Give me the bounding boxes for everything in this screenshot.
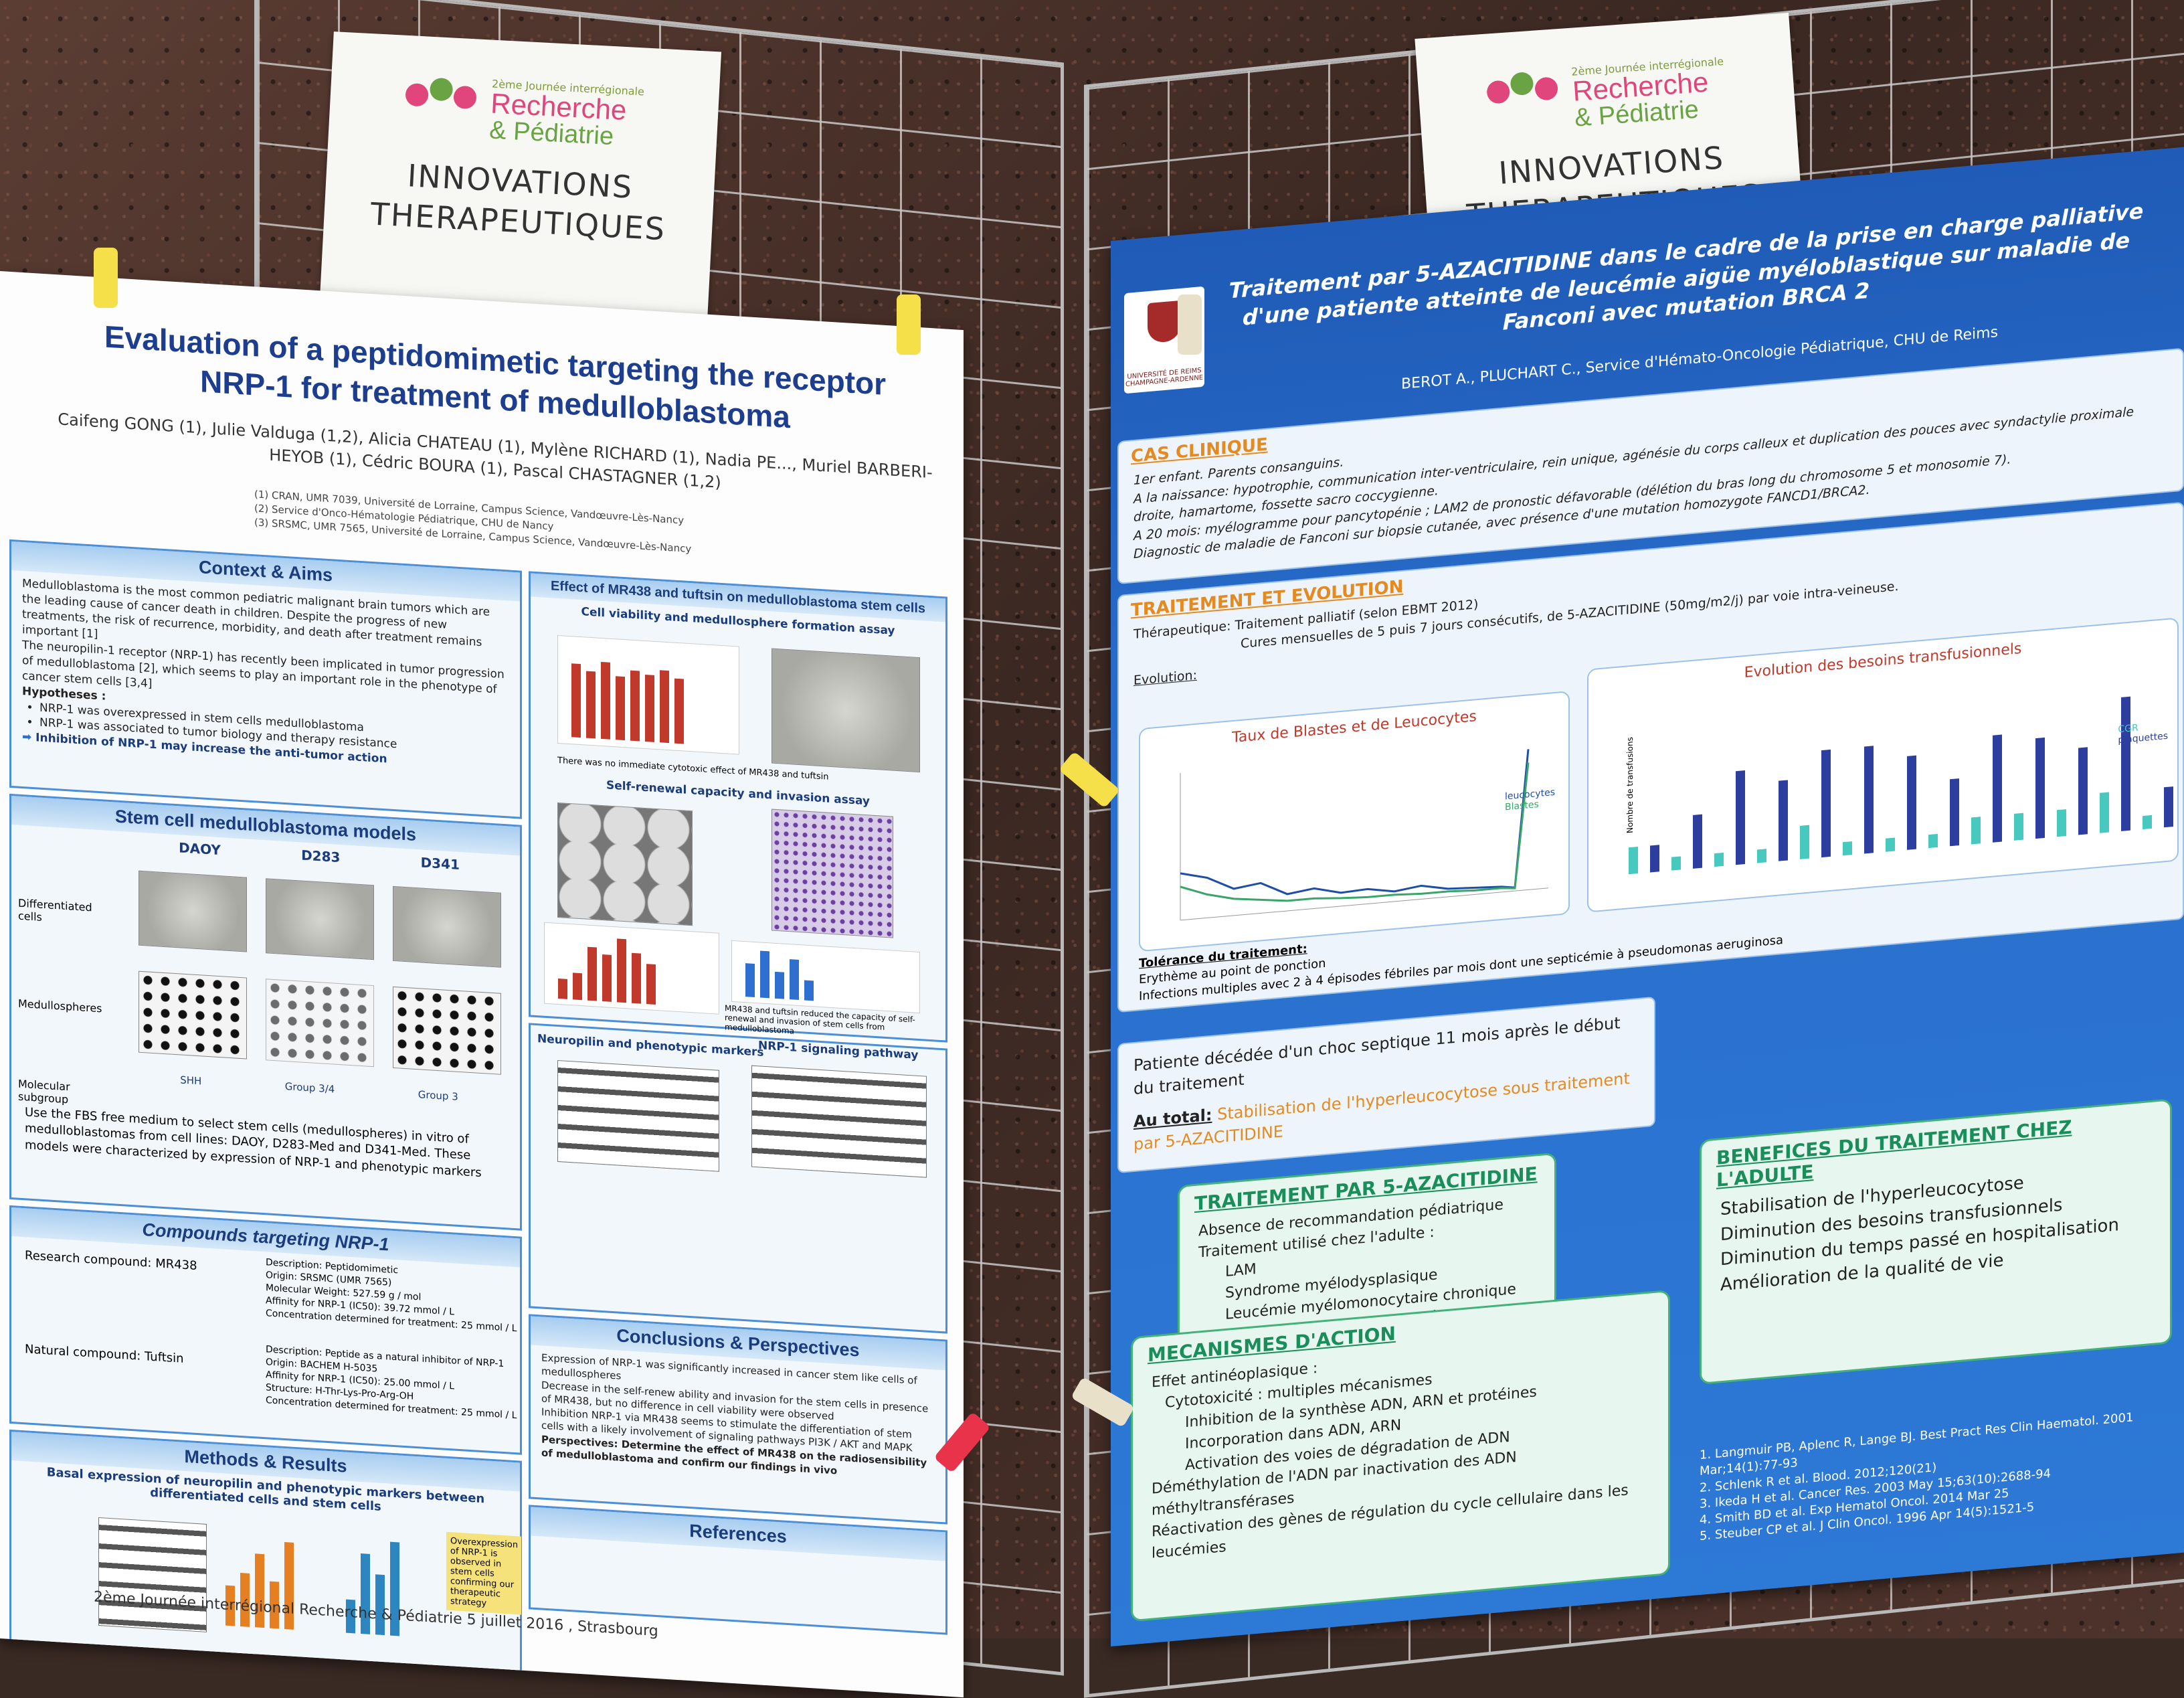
microscopy-image bbox=[139, 870, 247, 952]
viability-chart bbox=[557, 634, 739, 755]
event-logo: 2ème Journée interrégionale Recherche & … bbox=[1417, 52, 1795, 142]
medullosphere-image bbox=[139, 970, 247, 1059]
benefices-box: BENEFICES DU TRAITEMENT CHEZ L'ADULTE St… bbox=[1700, 1098, 2172, 1385]
traitement-evolution-box: TRAITEMENT ET EVOLUTION Thérapeutique: T… bbox=[1117, 501, 2184, 1013]
markers-sub1: Neuropilin and phenotypic markers bbox=[537, 1032, 764, 1059]
clothespin-icon bbox=[1178, 294, 1202, 355]
references-box: References bbox=[529, 1505, 947, 1635]
row-medullospheres: Medullospheres bbox=[18, 997, 102, 1015]
sphere-microscopy-image bbox=[771, 648, 920, 773]
deces-box: Patiente décédée d'un choc septique 11 m… bbox=[1117, 996, 1655, 1174]
group-3: Group 3 bbox=[418, 1088, 458, 1103]
cell-line-d341: D341 bbox=[420, 854, 460, 873]
poster-azacitidine: UNIVERSITÉ DE REIMS CHAMPAGNE-ARDENNE Tr… bbox=[1111, 147, 2184, 1646]
university-name: UNIVERSITÉ DE REIMS CHAMPAGNE-ARDENNE bbox=[1125, 367, 1204, 389]
compounds-box: Compounds targeting NRP-1 Research compo… bbox=[9, 1205, 522, 1455]
western-blot-image bbox=[751, 1065, 927, 1178]
references-list: 1. Langmuir PB, Aplenc R, Lange BJ. Best… bbox=[1700, 1406, 2181, 1545]
invasion-assay-image bbox=[771, 809, 893, 938]
models-text: Use the FBS free medium to select stem c… bbox=[25, 1105, 482, 1180]
conclusions-box: Conclusions & Perspectives Expression of… bbox=[529, 1314, 947, 1525]
event-sign-left: 2ème Journée interrégionale Recherche & … bbox=[319, 31, 722, 319]
clothespin-icon bbox=[94, 248, 118, 308]
models-box: Stem cell medulloblastoma models DAOY D2… bbox=[9, 793, 522, 1231]
western-blot-image bbox=[557, 1059, 719, 1172]
microscopy-image bbox=[266, 878, 374, 960]
cell-line-daoy: DAOY bbox=[179, 839, 221, 859]
cell-line-d283: D283 bbox=[301, 847, 341, 866]
mecanismes-box: MECANISMES D'ACTION Effet antinéoplasiqu… bbox=[1131, 1289, 1670, 1622]
invasion-chart bbox=[731, 940, 920, 1014]
effect-box: Effect of MR438 and tuftsin on medullobl… bbox=[529, 571, 947, 1043]
crest-icon bbox=[1148, 300, 1181, 344]
poster-medulloblastoma: Evaluation of a peptidomimetic targeting… bbox=[0, 271, 964, 1698]
line-chart bbox=[1180, 749, 1548, 921]
context-aims-box: Context & Aims Medulloblastoma is the mo… bbox=[9, 539, 522, 819]
bar-chart bbox=[1629, 659, 2173, 875]
event-logo: 2ème Journée interrégionale Recherche & … bbox=[329, 70, 719, 155]
total-label: Au total: bbox=[1133, 1105, 1212, 1131]
transfusions-chart: Evolution des besoins transfusionnels No… bbox=[1587, 617, 2179, 913]
poster-affiliations: (1) CRAN, UMR 7039, Université de Lorrai… bbox=[254, 487, 803, 563]
medullosphere-image bbox=[393, 986, 501, 1075]
western-blot-image bbox=[98, 1517, 207, 1632]
research-compound: Research compound: MR438 bbox=[25, 1248, 197, 1274]
microscopy-image bbox=[393, 885, 501, 968]
methods-box: Methods & Results Basal expression of ne… bbox=[9, 1429, 522, 1686]
overexpression-note: Overexpression of NRP-1 is observed in s… bbox=[446, 1531, 521, 1615]
group-3-4: Group 3/4 bbox=[284, 1080, 335, 1096]
well-plate-image bbox=[557, 802, 693, 926]
markers-sub2: NRP-1 signaling pathway bbox=[758, 1039, 919, 1062]
row-molecular: Molecular subgroup bbox=[18, 1077, 70, 1106]
row-differentiated: Differentiated cells bbox=[18, 896, 92, 924]
medullosphere-image bbox=[266, 979, 374, 1068]
self-renewal-chart bbox=[544, 922, 719, 1015]
children-figures-icon bbox=[1485, 70, 1563, 135]
natural-compound: Natural compound: Tuftsin bbox=[25, 1342, 184, 1366]
markers-box: Neuropilin and phenotypic markers NRP-1 … bbox=[529, 1023, 947, 1334]
arrow-icon: ➡ bbox=[22, 730, 36, 745]
group-shh: SHH bbox=[180, 1074, 202, 1088]
clothespin-icon bbox=[897, 294, 921, 355]
children-figures-icon bbox=[403, 76, 480, 141]
blastes-leucocytes-chart: Taux de Blastes et de Leucocytes leucocy… bbox=[1139, 690, 1570, 952]
